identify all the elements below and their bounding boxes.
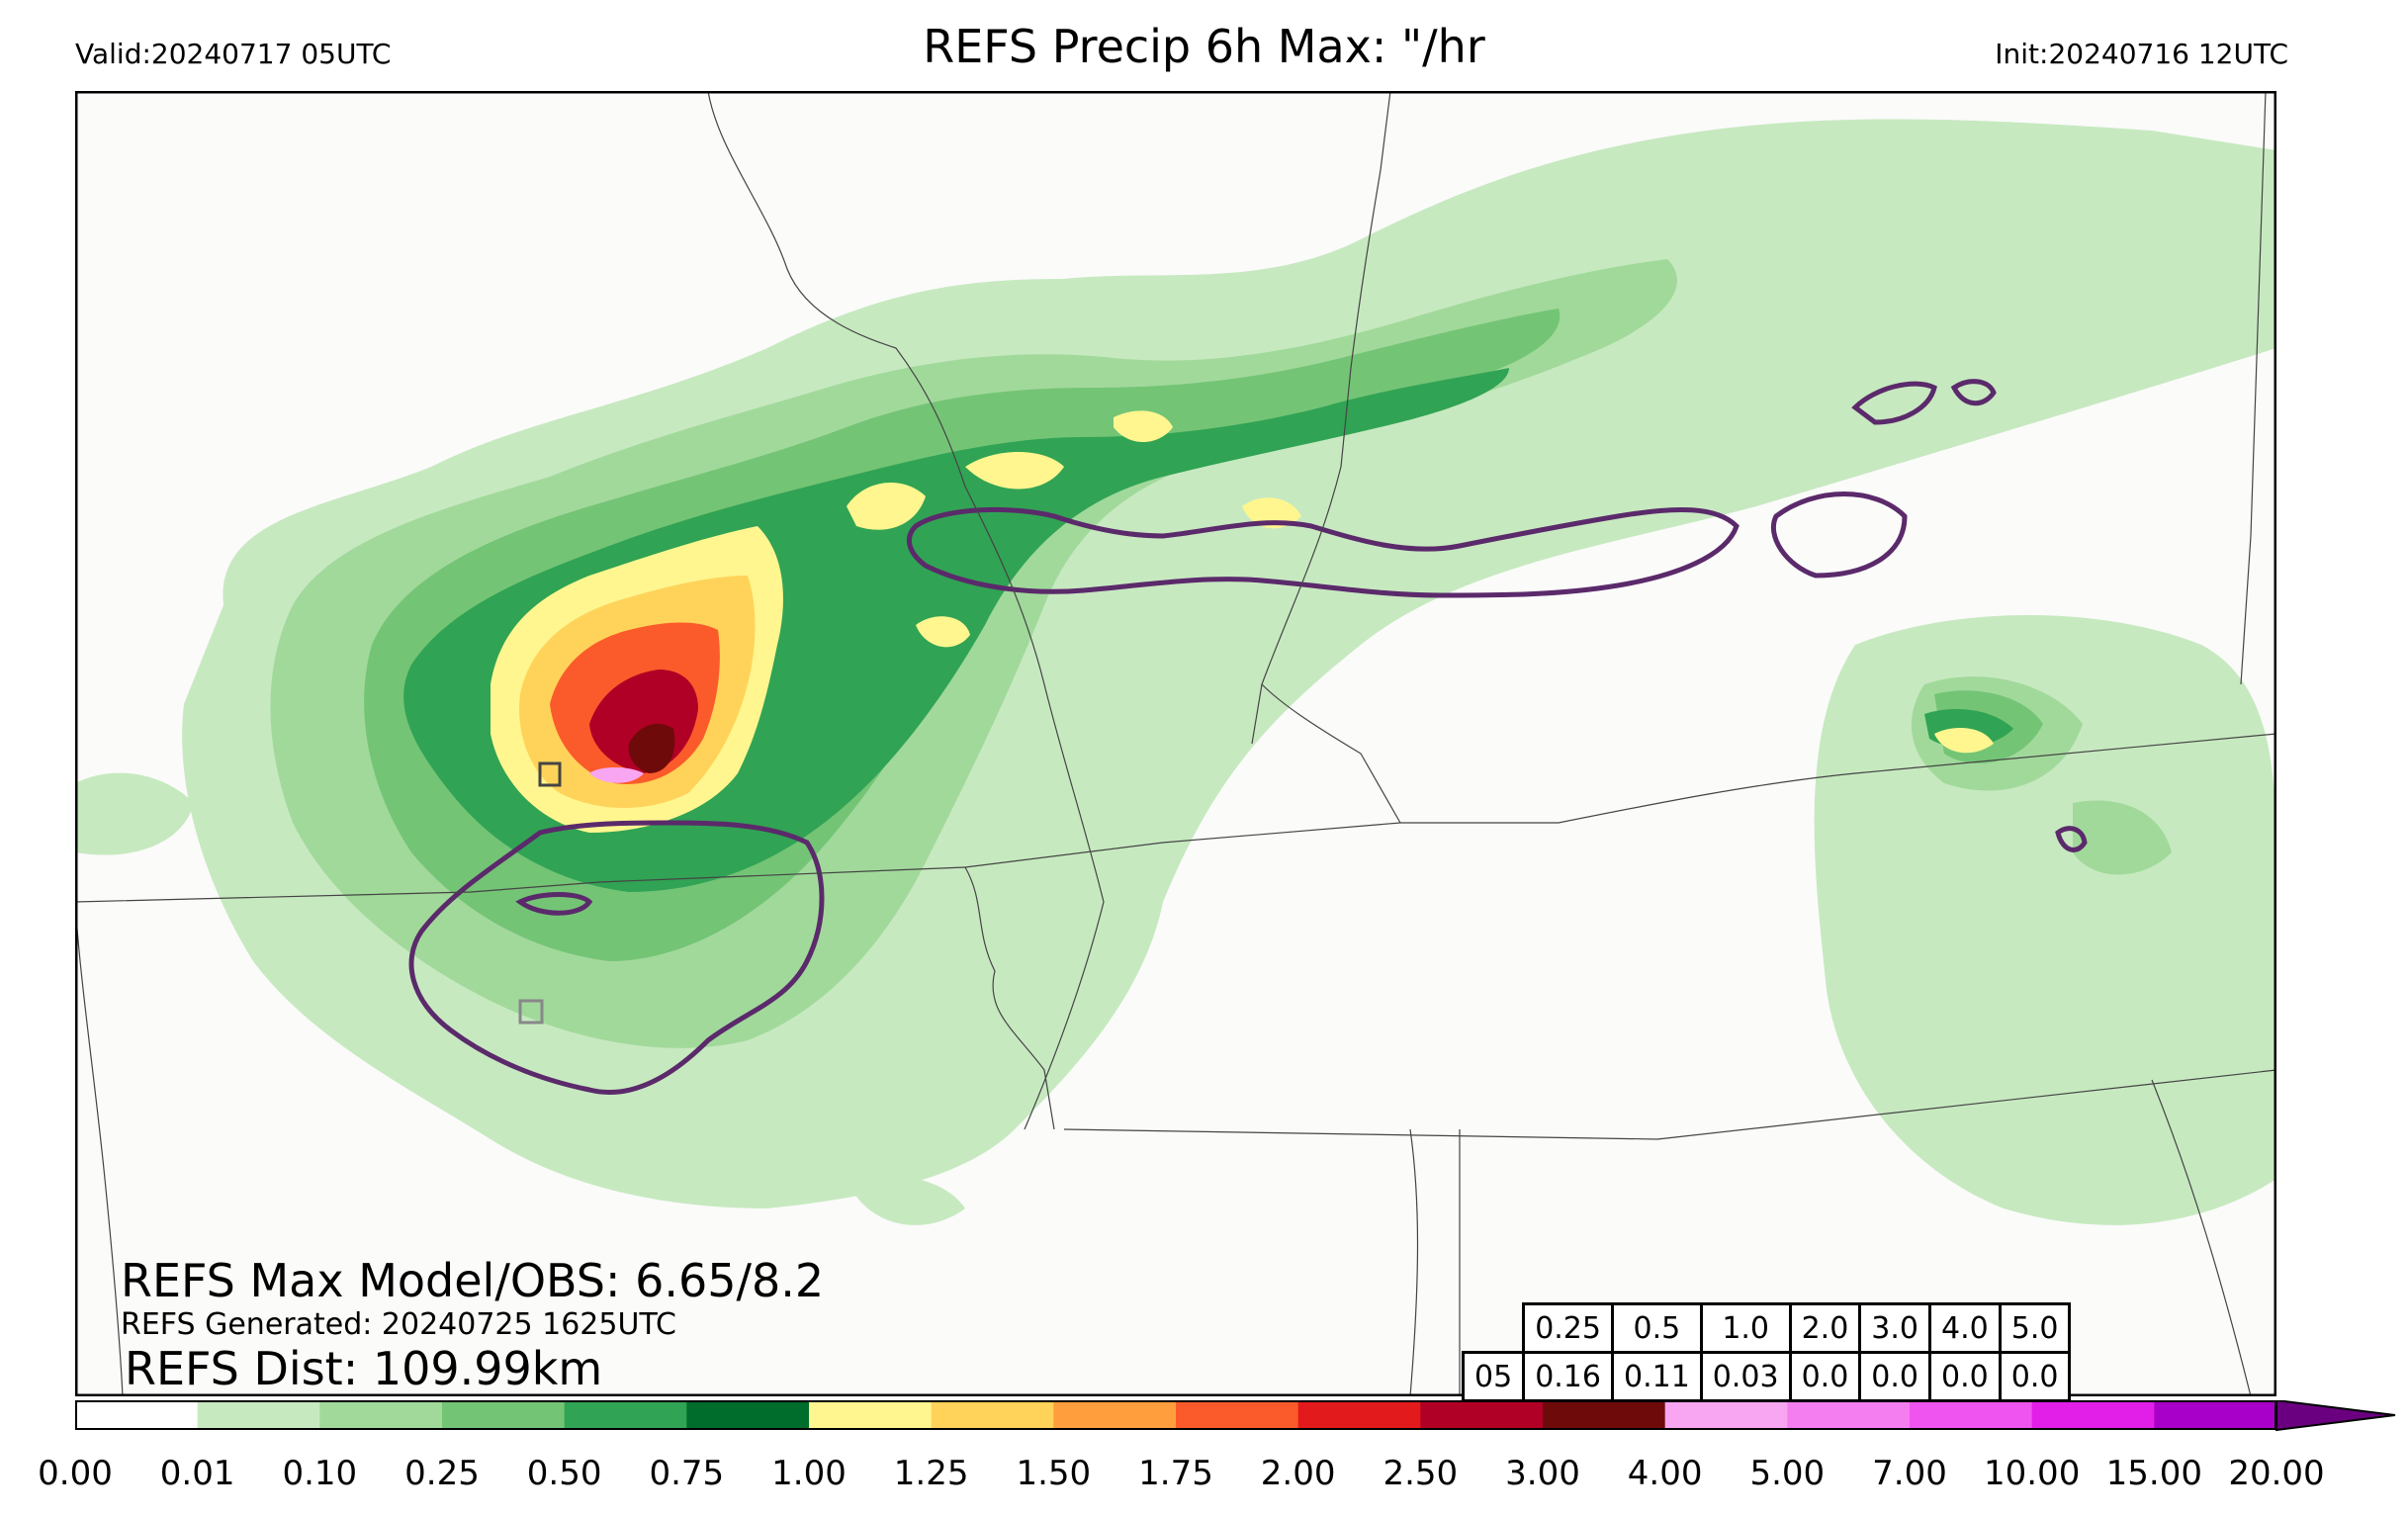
colorbar-frame [75, 1400, 2276, 1430]
colorbar-tick-label: 3.00 [1505, 1454, 1580, 1493]
colorbar-segment [1543, 1400, 1666, 1430]
colorbar-segment [1053, 1400, 1177, 1430]
colorbar-segment [1420, 1400, 1544, 1430]
colorbar-tick-label: 15.00 [2105, 1454, 2202, 1493]
colorbar-segment [2154, 1400, 2277, 1430]
colorbar-segment [809, 1400, 933, 1430]
colorbar-tick-label: 2.00 [1260, 1454, 1336, 1493]
threshold-cell: 3.0 [1858, 1302, 1932, 1354]
colorbar-tick-label: 2.50 [1382, 1454, 1459, 1493]
colorbar-segment [319, 1400, 443, 1430]
state-borders [75, 91, 2276, 1396]
colorbar-tick-label: 0.00 [38, 1454, 113, 1493]
precip-map [75, 91, 2276, 1396]
precip-core-pink [589, 767, 644, 783]
threshold-cell: 1.0 [1699, 1302, 1792, 1354]
colorbar-tick-label: 1.50 [1016, 1454, 1092, 1493]
value-cell: 0.16 [1522, 1351, 1614, 1402]
value-cell: 0.0 [1788, 1351, 1862, 1402]
colorbar-tick-label: 1.00 [771, 1454, 847, 1493]
generated-label: REFS Generated: 20240725 1625UTC [121, 1307, 676, 1342]
colorbar-segment [442, 1400, 566, 1430]
colorbar-segment [1176, 1400, 1299, 1430]
colorbar-tick-label: 1.75 [1138, 1454, 1213, 1493]
colorbar [75, 1400, 2396, 1432]
init-time-label: Init:20240716 12UTC [1995, 38, 2288, 70]
threshold-cell: 5.0 [1998, 1302, 2072, 1354]
value-cell: 0.03 [1699, 1351, 1792, 1402]
map-title: REFS Precip 6h Max: "/hr [923, 20, 1485, 73]
value-row: 05 0.16 0.11 0.03 0.0 0.0 0.0 0.0 [1461, 1351, 2072, 1402]
row-label-cell: 05 [1461, 1351, 1526, 1402]
threshold-row: 0.25 0.5 1.0 2.0 3.0 4.0 5.0 [1464, 1302, 2072, 1354]
colorbar-segment [564, 1400, 687, 1430]
colorbar-tick-label: 0.50 [526, 1454, 602, 1493]
colorbar-segment [1910, 1400, 2033, 1430]
colorbar-tick-label: 5.00 [1749, 1454, 1826, 1493]
threshold-cell: 0.5 [1610, 1302, 1703, 1354]
threshold-stats-table: 0.25 0.5 1.0 2.0 3.0 4.0 5.0 05 0.16 0.1… [1461, 1302, 2072, 1402]
threshold-cell: 4.0 [1928, 1302, 2002, 1354]
boxes [518, 761, 562, 1025]
colorbar-tick-label: 4.00 [1627, 1454, 1703, 1493]
colorbar-segment [1664, 1400, 1788, 1430]
colorbar-segment [75, 1400, 199, 1430]
distance-label: REFS Dist: 109.99km [125, 1342, 603, 1395]
value-cell: 0.0 [1928, 1351, 2002, 1402]
precip-core-maroon [628, 724, 675, 773]
colorbar-tick-label: 20.00 [2228, 1454, 2325, 1493]
value-cell: 0.11 [1610, 1351, 1703, 1402]
colorbar-tick-label: 10.00 [1983, 1454, 2081, 1493]
probability-contours [408, 379, 2088, 1096]
threshold-cell: 2.0 [1788, 1302, 1862, 1354]
colorbar-extend-arrow [2275, 1400, 2396, 1432]
colorbar-tick-label: 1.25 [893, 1454, 969, 1493]
map-frame [75, 91, 2276, 1396]
value-cell: 0.0 [1858, 1351, 1932, 1402]
corner-cell [1464, 1304, 1524, 1353]
colorbar-tick-label: 0.75 [649, 1454, 725, 1493]
max-model-obs-label: REFS Max Model/OBS: 6.65/8.2 [121, 1254, 825, 1307]
colorbar-tick-label: 0.10 [282, 1454, 358, 1493]
value-cell: 0.0 [1998, 1351, 2072, 1402]
colorbar-segment [1787, 1400, 1911, 1430]
colorbar-segment [197, 1400, 320, 1430]
colorbar-segment [1297, 1400, 1421, 1430]
colorbar-tick-label: 7.00 [1872, 1454, 1947, 1493]
colorbar-segment [931, 1400, 1054, 1430]
colorbar-segment [686, 1400, 810, 1430]
colorbar-segment [2031, 1400, 2155, 1430]
colorbar-tick-labels: 0.00 0.01 0.10 0.25 0.50 0.75 1.00 1.25 1.50 1.75… [0, 1454, 2408, 1493]
colorbar-tick-label: 0.25 [404, 1454, 480, 1493]
threshold-cell: 0.25 [1522, 1302, 1614, 1354]
colorbar-tick-label: 0.01 [159, 1454, 235, 1493]
valid-time-label: Valid:20240717 05UTC [75, 38, 392, 70]
